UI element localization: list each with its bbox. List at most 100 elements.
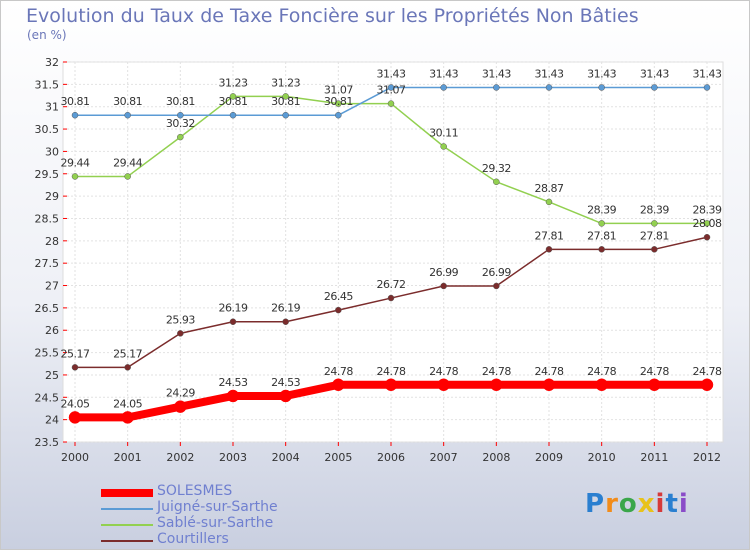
y-tick-label: 30	[45, 145, 59, 158]
data-point	[437, 378, 450, 392]
data-label: 26.99	[482, 266, 511, 279]
data-point	[703, 233, 711, 241]
data-point	[440, 143, 447, 150]
data-label: 30.81	[61, 95, 90, 108]
data-point	[545, 246, 553, 253]
x-tick-label: 2010	[588, 451, 616, 464]
y-tick-label: 29.5	[35, 168, 60, 181]
data-point	[226, 389, 240, 403]
data-label: 26.45	[324, 290, 353, 303]
data-label: 30.32	[166, 117, 195, 130]
data-point	[174, 400, 187, 413]
legend-swatch	[101, 489, 153, 497]
data-label: 28.39	[640, 203, 669, 216]
data-point	[651, 84, 658, 91]
data-label: 24.78	[693, 365, 722, 378]
data-point	[542, 378, 556, 392]
data-point	[68, 411, 82, 424]
data-point	[598, 246, 605, 253]
data-point	[387, 84, 395, 91]
data-point	[651, 246, 658, 253]
chart-title: Evolution du Taux de Taxe Foncière sur l…	[26, 5, 639, 27]
data-label: 28.39	[693, 203, 722, 216]
x-tick-label: 2007	[430, 451, 458, 464]
data-point	[700, 378, 714, 392]
x-tick-label: 2006	[377, 451, 405, 464]
logo-letter: P	[585, 489, 606, 519]
data-label: 26.99	[429, 266, 458, 279]
data-label: 30.11	[429, 126, 458, 139]
y-tick-label: 32	[45, 56, 59, 69]
x-tick-label: 2002	[166, 451, 194, 464]
x-tick-label: 2001	[114, 451, 142, 464]
data-point	[335, 111, 342, 119]
y-tick-label: 27	[45, 280, 59, 293]
data-label: 31.07	[324, 84, 353, 97]
data-point	[545, 198, 553, 206]
data-point	[387, 294, 395, 302]
data-point	[703, 220, 711, 227]
data-point	[177, 330, 184, 337]
data-point	[490, 378, 503, 392]
data-label: 26.72	[377, 278, 406, 291]
y-tick-label: 26	[45, 324, 59, 337]
data-label: 30.81	[166, 95, 195, 108]
data-label: 24.78	[429, 365, 458, 378]
legend-swatch	[101, 508, 153, 510]
data-label: 30.81	[271, 95, 300, 108]
data-label: 28.87	[535, 182, 564, 195]
data-point	[493, 282, 500, 290]
data-label: 27.81	[640, 229, 669, 242]
data-label: 26.19	[219, 302, 248, 315]
plot-area	[62, 61, 724, 443]
data-label: 31.07	[377, 84, 406, 97]
y-tick-label: 25.5	[35, 347, 60, 360]
y-tick-label: 23.5	[35, 436, 60, 449]
data-point	[124, 111, 131, 119]
y-tick-label: 29	[45, 190, 59, 203]
data-label: 31.43	[377, 67, 406, 80]
data-point	[440, 282, 447, 290]
y-tick-label: 27.5	[35, 257, 60, 270]
legend-swatch	[101, 524, 153, 526]
data-point	[71, 364, 79, 371]
data-label: 28.39	[587, 203, 616, 216]
x-tick-label: 2011	[640, 451, 668, 464]
data-label: 30.81	[324, 95, 353, 108]
data-label: 29.44	[113, 156, 142, 169]
y-tick-label: 28	[45, 235, 59, 248]
data-label: 27.81	[535, 229, 564, 242]
data-point	[177, 111, 184, 119]
data-label: 31.23	[219, 76, 248, 89]
data-point	[598, 220, 605, 227]
data-point	[335, 306, 342, 314]
data-label: 24.29	[166, 387, 195, 400]
logo-letter: t	[665, 489, 679, 519]
logo-letter: x	[637, 489, 656, 519]
x-tick-label: 2009	[535, 451, 563, 464]
data-point	[703, 84, 711, 91]
proxiti-logo: Proxiti	[585, 489, 689, 519]
logo-letter: i	[655, 489, 666, 519]
data-point	[595, 378, 608, 392]
data-label: 31.23	[271, 76, 300, 89]
data-label: 31.43	[535, 67, 564, 80]
data-label: 25.17	[61, 347, 90, 360]
y-tick-label: 31	[45, 101, 59, 114]
data-label: 31.43	[429, 67, 458, 80]
data-label: 24.05	[113, 397, 142, 410]
data-label: 31.43	[693, 67, 722, 80]
data-label: 25.17	[113, 347, 142, 360]
logo-letter: i	[678, 489, 689, 519]
y-tick-label: 24.5	[35, 391, 60, 404]
data-point	[598, 84, 605, 91]
legend-label: Juigné-sur-Sarthe	[157, 499, 278, 515]
data-point	[651, 220, 658, 227]
y-tick-label: 26.5	[35, 302, 60, 315]
data-point	[71, 173, 79, 180]
data-point	[440, 84, 447, 91]
legend-label: Courtillers	[157, 531, 229, 547]
data-point	[282, 93, 289, 100]
